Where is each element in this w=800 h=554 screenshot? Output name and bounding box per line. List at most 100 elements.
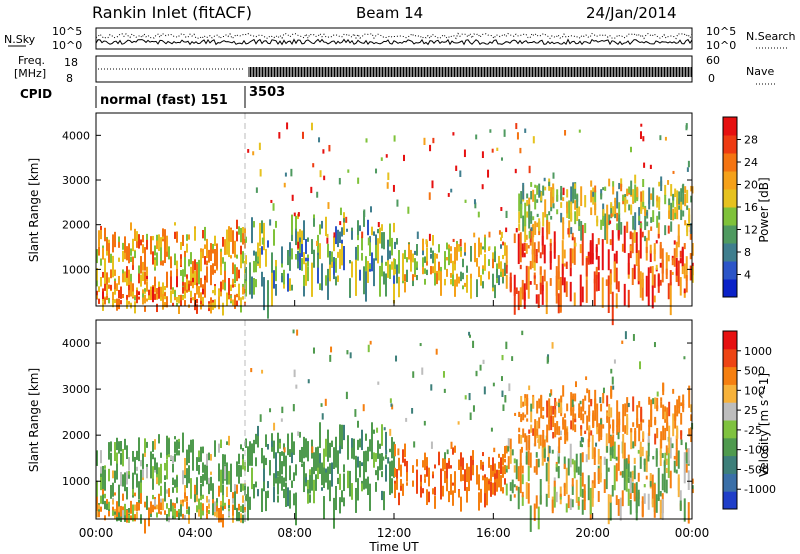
echo-cell [651,474,654,505]
echo-speck [339,221,342,226]
echo-cell [238,503,240,511]
echo-cell [208,503,210,509]
echo-cell [162,260,164,266]
echo-cell [424,474,426,478]
echo-cell [661,248,664,283]
echo-cell [540,395,543,408]
colorbar-swatch [723,348,737,368]
echo-cell [299,449,301,463]
echo-cell [450,488,452,495]
echo-speck [515,123,518,130]
echo-cell [132,472,134,489]
echo-cell [210,454,212,461]
echo-cell [582,413,585,418]
echo-cell [124,438,126,450]
echo-cell [492,482,494,495]
echo-cell [525,435,528,451]
echo-speck [574,381,577,388]
echo-cell [639,221,642,259]
echo-speck [516,132,519,140]
echo-cell [470,245,472,262]
echo-cell [521,491,524,498]
echo-speck [671,443,674,449]
echo-cell [253,483,255,499]
echo-cell [112,482,114,497]
echo-cell [287,487,289,507]
echo-cell [347,435,349,460]
echo-speck [387,172,390,180]
echo-cell [504,465,506,475]
echo-cell [136,502,138,512]
echo-cell [519,287,522,308]
echo-cell [112,255,114,278]
echo-speck [261,369,264,374]
echo-cell [317,267,319,284]
echo-cell [152,494,154,500]
echo-cell [204,256,206,265]
echo-cell [518,211,521,224]
echo-cell [588,389,591,403]
echo-cell [234,284,236,288]
echo-cell [430,266,432,275]
echo-cell [297,261,299,269]
echo-cell [136,290,138,304]
echo-speck [435,348,438,355]
echo-cell [569,267,572,277]
echo-cell [612,206,615,217]
echo-speck [585,376,588,381]
echo-cell [434,464,436,469]
echo-cell [240,227,242,243]
echo-cell [450,474,452,490]
echo-cell [570,407,573,416]
echo-cell [355,246,357,261]
echo-speck [452,238,455,242]
echo-cell [587,438,590,460]
echo-cell [406,464,408,473]
echo-cell [174,441,176,453]
echo-cell [222,279,224,290]
echo-cell [535,284,538,290]
echo-cell [104,297,106,305]
echo-speck [423,137,426,146]
echo-cell [530,411,533,423]
echo-cell [389,250,391,259]
echo-speck [365,138,368,143]
echo-speck [599,397,602,403]
echo-cell [468,466,470,479]
echo-cell [273,229,275,246]
echo-cell [649,250,652,262]
echo-cell [180,504,182,517]
echo-cell [682,394,685,413]
echo-cell [140,239,142,246]
nsky-label: N.Sky [4,33,36,46]
echo-cell [452,447,454,455]
echo-cell [391,443,393,449]
echo-cell [672,193,675,201]
echo-speck [416,231,419,239]
echo-cell [146,266,148,282]
echo-cell [613,269,616,283]
echo-speck [310,122,313,131]
echo-cell [680,188,683,202]
echo-cell [339,424,341,437]
echo-cell [138,278,140,282]
echo-cell [220,500,222,507]
echo-cell [404,458,406,467]
echo-cell [299,431,301,438]
echo-cell [591,434,594,460]
echo-cell [533,503,536,522]
echo-cell [394,467,396,477]
echo-cell [398,276,400,298]
echo-cell [539,282,542,295]
echo-cell [478,492,480,511]
echo-cell [602,211,605,226]
echo-cell [412,465,414,473]
echo-cell [224,454,226,465]
echo-speck [574,242,577,247]
echo-cell [170,270,172,279]
echo-cell [539,434,542,446]
echo-cell [565,281,568,297]
echo-cell [591,483,594,507]
echo-speck [520,446,523,453]
echo-cell [534,194,537,210]
